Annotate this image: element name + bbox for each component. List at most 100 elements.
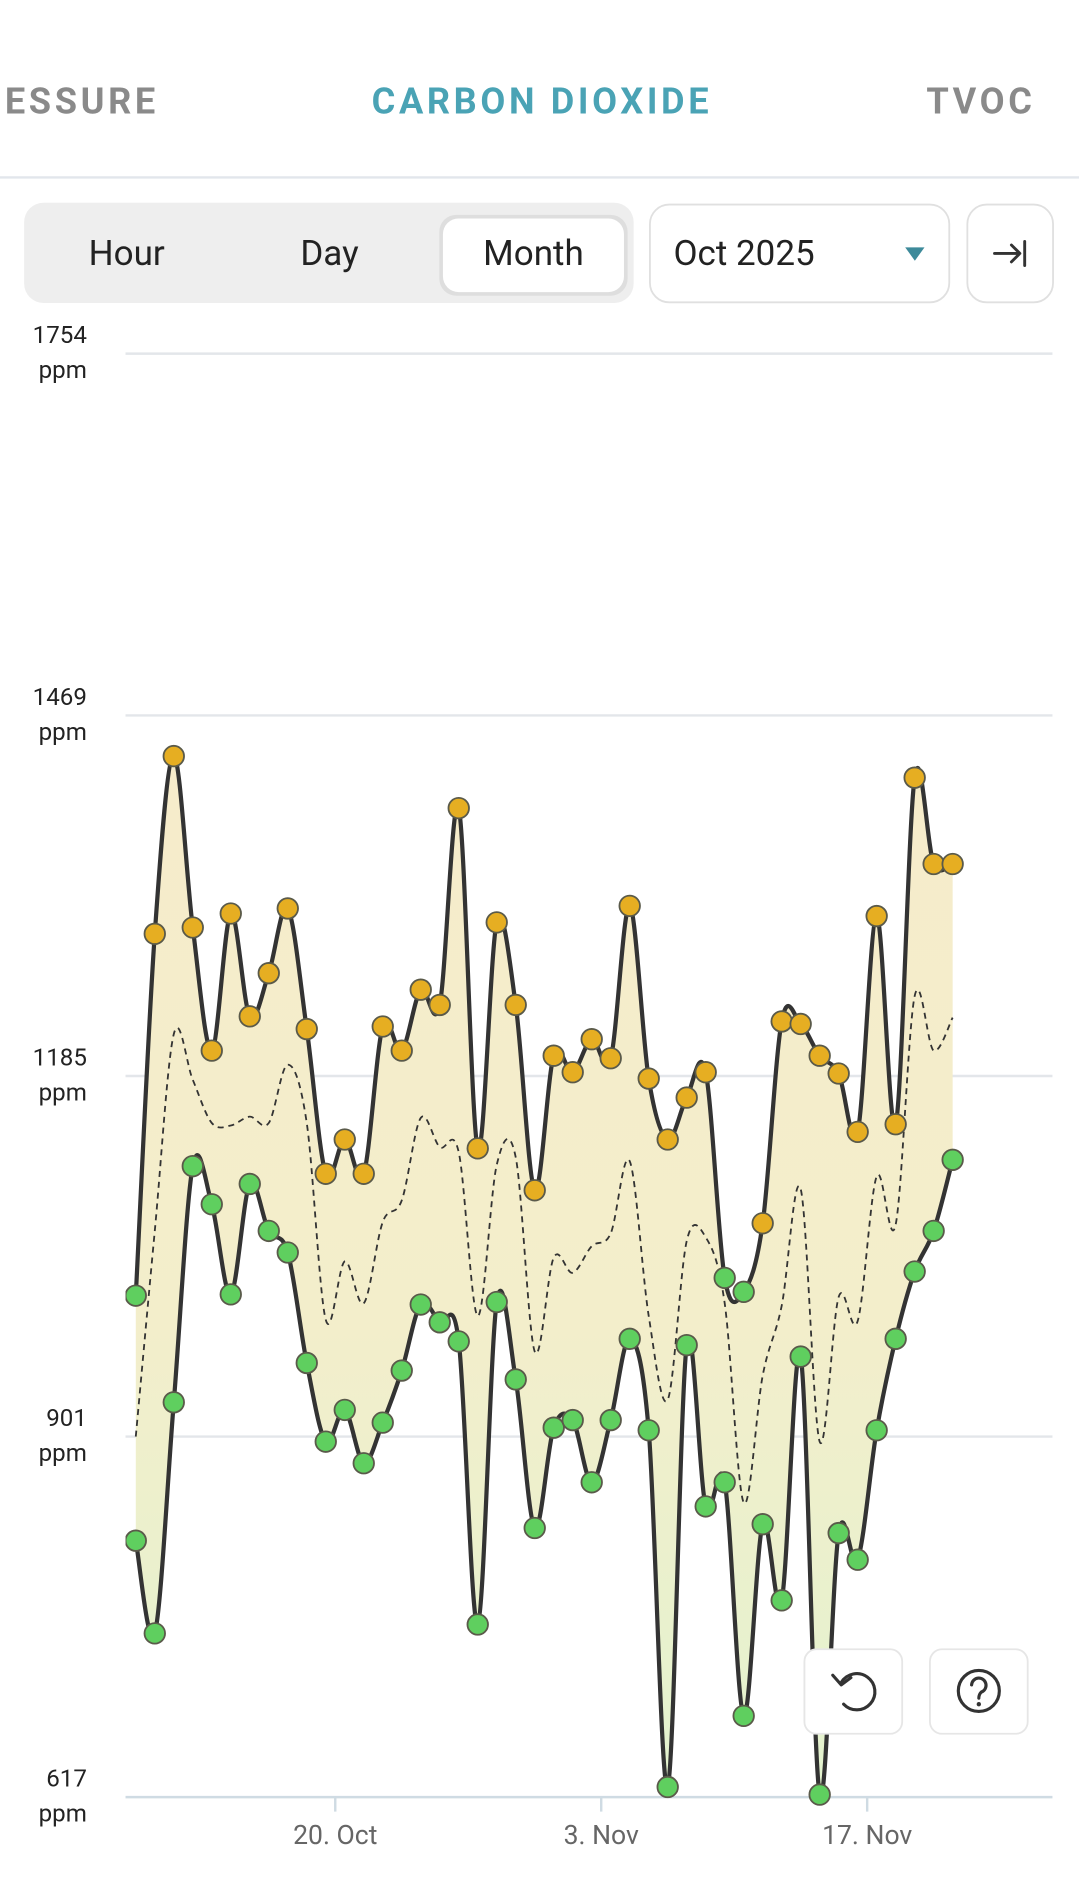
mean-line — [134, 989, 954, 1505]
period-option[interactable]: Day — [300, 233, 359, 274]
data-point — [903, 1260, 926, 1283]
data-point — [257, 962, 280, 985]
data-point — [637, 1067, 660, 1090]
button-box[interactable] — [803, 1648, 904, 1735]
data-point — [125, 1284, 147, 1307]
plot-area — [125, 744, 964, 1806]
dropdown-value[interactable]: Oct 2025 — [673, 233, 814, 274]
data-point — [732, 1704, 755, 1728]
data-point — [219, 902, 242, 925]
data-point — [599, 1047, 622, 1070]
tab[interactable]: TVOC — [926, 79, 1035, 122]
data-point — [257, 1219, 280, 1243]
data-point — [941, 852, 964, 876]
data-point — [618, 894, 641, 918]
data-point — [428, 993, 451, 1017]
data-point — [219, 1283, 242, 1306]
data-point — [656, 1775, 679, 1799]
y-tick-label: 617 — [46, 1765, 87, 1793]
data-point — [675, 1334, 698, 1357]
data-point — [485, 1290, 508, 1314]
data-point — [181, 1154, 204, 1178]
y-tick-label: 1754 — [33, 321, 88, 349]
data-point — [922, 1219, 945, 1243]
reset-icon — [839, 1672, 877, 1712]
help-icon-dot — [976, 1702, 981, 1707]
range-area — [135, 756, 953, 1797]
data-point — [846, 1120, 869, 1144]
data-point — [409, 978, 432, 1001]
tab-active[interactable]: CARBON DIOXIDE — [372, 79, 713, 122]
data-point — [295, 1017, 318, 1041]
data-point — [409, 1293, 432, 1316]
data-point — [428, 1311, 451, 1334]
data-point — [922, 852, 945, 876]
y-unit-label: ppm — [39, 1439, 87, 1467]
dropdown-box[interactable] — [649, 203, 951, 304]
reset-button[interactable] — [803, 1648, 904, 1735]
reset-icon-arrow — [831, 1673, 853, 1687]
data-point — [751, 1513, 774, 1536]
data-point — [352, 1162, 375, 1185]
tab-bar: ESSURE CARBON DIOXIDE TVOC — [0, 79, 1079, 179]
data-point — [238, 1005, 261, 1028]
data-point — [276, 897, 299, 920]
tab[interactable]: ESSURE — [5, 79, 159, 122]
data-point — [903, 766, 926, 789]
y-tick-label: 1469 — [33, 683, 87, 711]
data-point — [200, 1193, 223, 1216]
data-point — [143, 1622, 166, 1645]
data-point — [390, 1359, 413, 1382]
data-point — [599, 1408, 622, 1432]
data-point — [770, 1589, 793, 1612]
jump-end-button[interactable] — [966, 203, 1054, 304]
data-point — [295, 1351, 318, 1375]
jump-icon — [993, 239, 1027, 267]
y-tick-label: 901 — [46, 1404, 87, 1432]
data-point — [181, 916, 204, 939]
data-point — [162, 1391, 185, 1414]
data-point — [466, 1137, 489, 1160]
data-point — [504, 993, 527, 1017]
data-point — [884, 1327, 907, 1350]
data-point — [485, 911, 508, 934]
data-point — [314, 1430, 337, 1453]
help-icon-q — [970, 1676, 988, 1700]
data-point — [694, 1061, 717, 1084]
x-tick-label: 17. Nov — [822, 1820, 912, 1851]
data-point — [770, 1010, 793, 1033]
period-option[interactable]: Month — [483, 233, 584, 274]
data-point — [523, 1516, 546, 1540]
dropdown-arrow — [905, 247, 925, 261]
data-point — [808, 1044, 831, 1067]
data-point — [694, 1495, 717, 1518]
data-point — [675, 1086, 698, 1109]
data-point — [713, 1266, 736, 1290]
help-button[interactable] — [929, 1648, 1029, 1735]
data-point — [751, 1212, 774, 1235]
chart: 617 ppm 901 ppm 1185 ppm 1469 ppm 1754 ppm 20. Oct… — [33, 321, 1053, 1851]
y-unit-label: ppm — [39, 1078, 87, 1106]
month-dropdown[interactable]: Oct 2025 — [649, 203, 951, 304]
data-point — [352, 1452, 375, 1475]
data-point — [561, 1061, 584, 1084]
data-point — [865, 904, 888, 928]
data-point — [125, 1529, 147, 1552]
data-point — [238, 1172, 261, 1196]
data-point — [162, 744, 185, 768]
data-point — [732, 1280, 755, 1304]
data-point — [827, 1521, 850, 1545]
x-tick-label: 3. Nov — [564, 1820, 639, 1851]
x-tick-label: 20. Oct — [293, 1820, 377, 1851]
y-unit-label: ppm — [39, 718, 87, 746]
data-point — [789, 1012, 812, 1036]
data-point — [466, 1613, 489, 1636]
data-point — [371, 1015, 394, 1038]
data-point — [580, 1028, 603, 1051]
button-box[interactable] — [929, 1648, 1029, 1735]
data-point — [504, 1368, 527, 1391]
period-option[interactable]: Hour — [89, 233, 165, 274]
data-point — [884, 1113, 907, 1136]
data-point — [580, 1471, 603, 1494]
